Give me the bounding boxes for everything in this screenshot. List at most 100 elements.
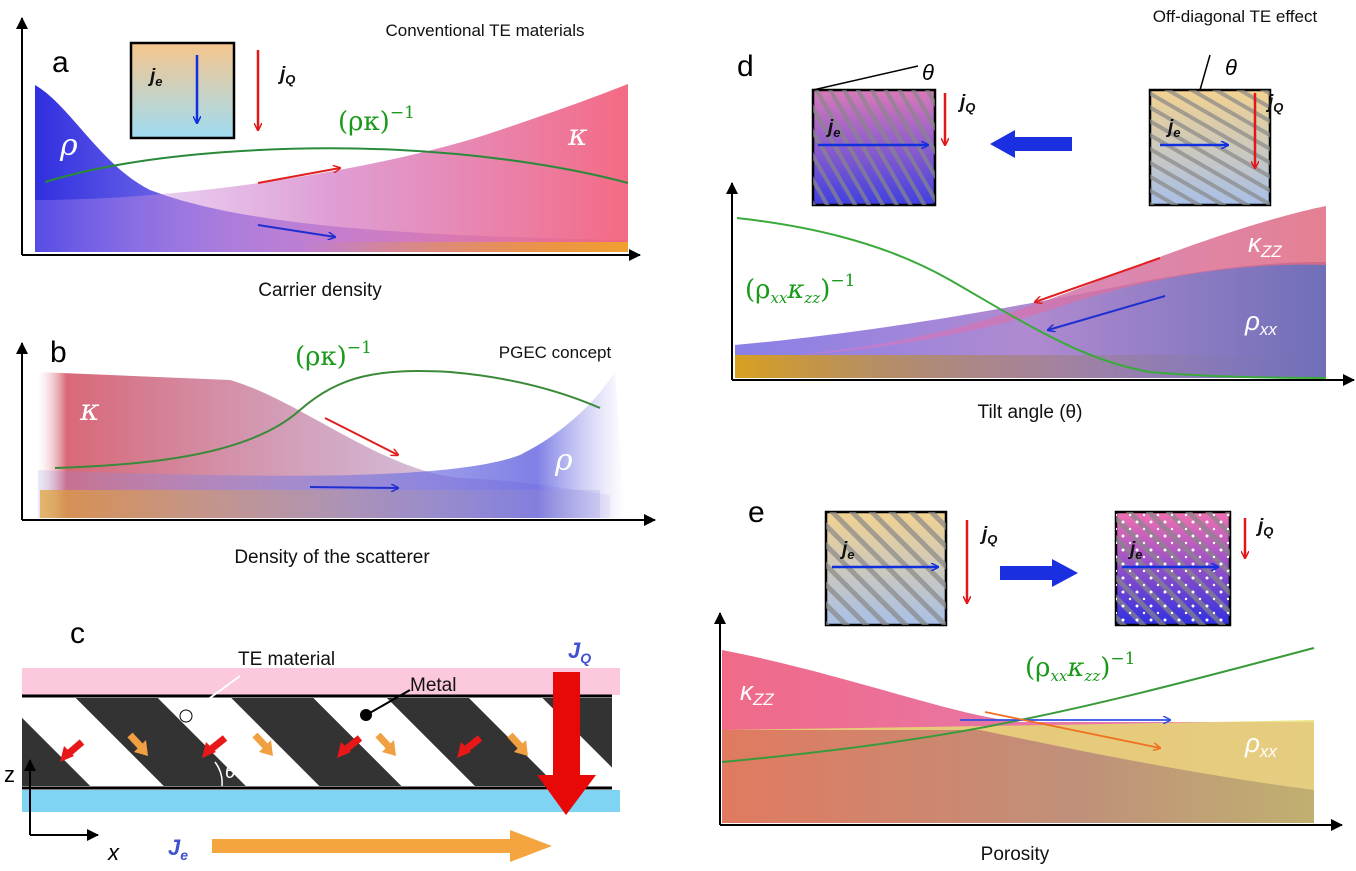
arrow [309,487,398,488]
title: Off-diagonal TE effect [1153,7,1318,26]
arrow [257,168,340,184]
panel-c: θ c TE material Metal JQ Je z x [4,617,620,865]
text-part: (ρκ) [295,342,347,372]
orange-band [735,355,1325,378]
text-part: e [847,547,854,562]
shape [990,130,1015,158]
shape [60,742,471,762]
panel-b: b PGEC concept κ ρ (ρκ)−1 Density of the… [16,336,656,568]
rho-label: ρxx [1244,306,1277,339]
text-part: ρ [1244,728,1260,758]
shape [187,675,241,715]
text-part: Q [987,532,997,547]
title: PGEC concept [499,343,612,362]
kappa-label: κ [79,393,100,428]
x-axis-label: Density of the scatterer [234,547,430,568]
arrow [984,711,1160,748]
arrow [1035,257,1161,302]
kappa-label: κ [567,118,588,153]
text-part: j [979,524,988,545]
shape [65,739,85,757]
shape [1052,559,1078,587]
shape [367,689,411,715]
inset [129,41,236,140]
shape [514,740,528,756]
text-part: ZZ [752,690,774,709]
panel-a: a Conventional TE materials je jQ ρ κ (ρ… [16,17,641,301]
rho-area [735,262,1326,378]
text-part: ρ [1244,306,1260,336]
x-axis-label: Porosity [981,844,1050,865]
text-part: ZZ [1260,242,1282,261]
curve-label: (ρκ)−1 [295,338,372,372]
shape [382,740,396,756]
jq-label: jQ [957,92,975,115]
panel-d: d Off-diagonal TE effect θ je jQ θ je jQ… [726,7,1355,423]
top-band [22,668,620,695]
title: Conventional TE materials [385,21,584,40]
rho-area [38,372,625,518]
x-axis-label: Tilt angle (θ) [978,402,1083,423]
shape [375,732,393,751]
shape [207,735,228,753]
text-part: −1 [1110,649,1135,669]
je-label: je [1127,539,1143,562]
orange-band [40,490,600,518]
text-part: κ [740,676,755,706]
curve-label: (ρxxκzz)−1 [1025,649,1135,685]
transition-arrow [1012,137,1072,151]
text-part: xx [1050,667,1067,685]
jq-label: jQ [1265,92,1283,115]
text-part: κ [1248,228,1263,258]
jq-arrow [553,672,580,777]
shape [202,742,216,758]
text-part: j [1255,516,1264,537]
panel-label: a [52,46,69,79]
rho-label: ρ [59,128,78,163]
text-part: (ρ [1025,653,1050,683]
shape [457,742,471,758]
text-part: j [277,64,286,85]
text-part: κ [1066,653,1084,683]
kappa-label: κZZ [740,676,774,709]
curve-label: (ρκ)−1 [338,103,415,137]
shape [60,746,74,762]
shape [127,732,525,751]
text-part: e [1135,547,1142,562]
jq-label: JQ [568,638,591,666]
text-part: Q [1263,524,1273,539]
text-part: j [147,66,156,87]
shape [813,90,935,205]
jq-label: jQ [1255,516,1273,539]
jq-label: jQ [979,524,997,547]
text-part: xx [1259,320,1278,339]
text-part: zz [1083,667,1100,685]
text-part: j [839,539,848,560]
rho-label: ρ [554,443,573,478]
shape [252,732,270,751]
je-label: je [825,117,841,140]
text-part: J [568,638,581,663]
text-part: Q [1273,100,1283,115]
orange-band [300,242,628,252]
je-label: Je [168,835,188,863]
shape [360,709,372,721]
shape [1199,54,1211,91]
shape [812,65,919,91]
shape [134,740,528,756]
curve-label: (ρxxκzz)−1 [745,271,855,307]
panel-e: e je jQ je jQ κZZ ρxx (ρxxκzz)−1 Porosit… [714,496,1343,865]
rho-label: ρxx [1244,728,1277,761]
text-part: j [825,117,834,138]
bottom-band [22,790,620,812]
text-part: e [833,125,840,140]
theta-label: θ [1225,55,1237,80]
arrow [1048,295,1166,330]
je-label: je [147,66,163,89]
text-part: e [180,847,188,863]
jq-label: jQ [277,64,295,87]
stripes [22,698,612,786]
curve [736,217,1327,379]
shape [510,830,552,862]
kappa-label: κZZ [1248,228,1282,261]
